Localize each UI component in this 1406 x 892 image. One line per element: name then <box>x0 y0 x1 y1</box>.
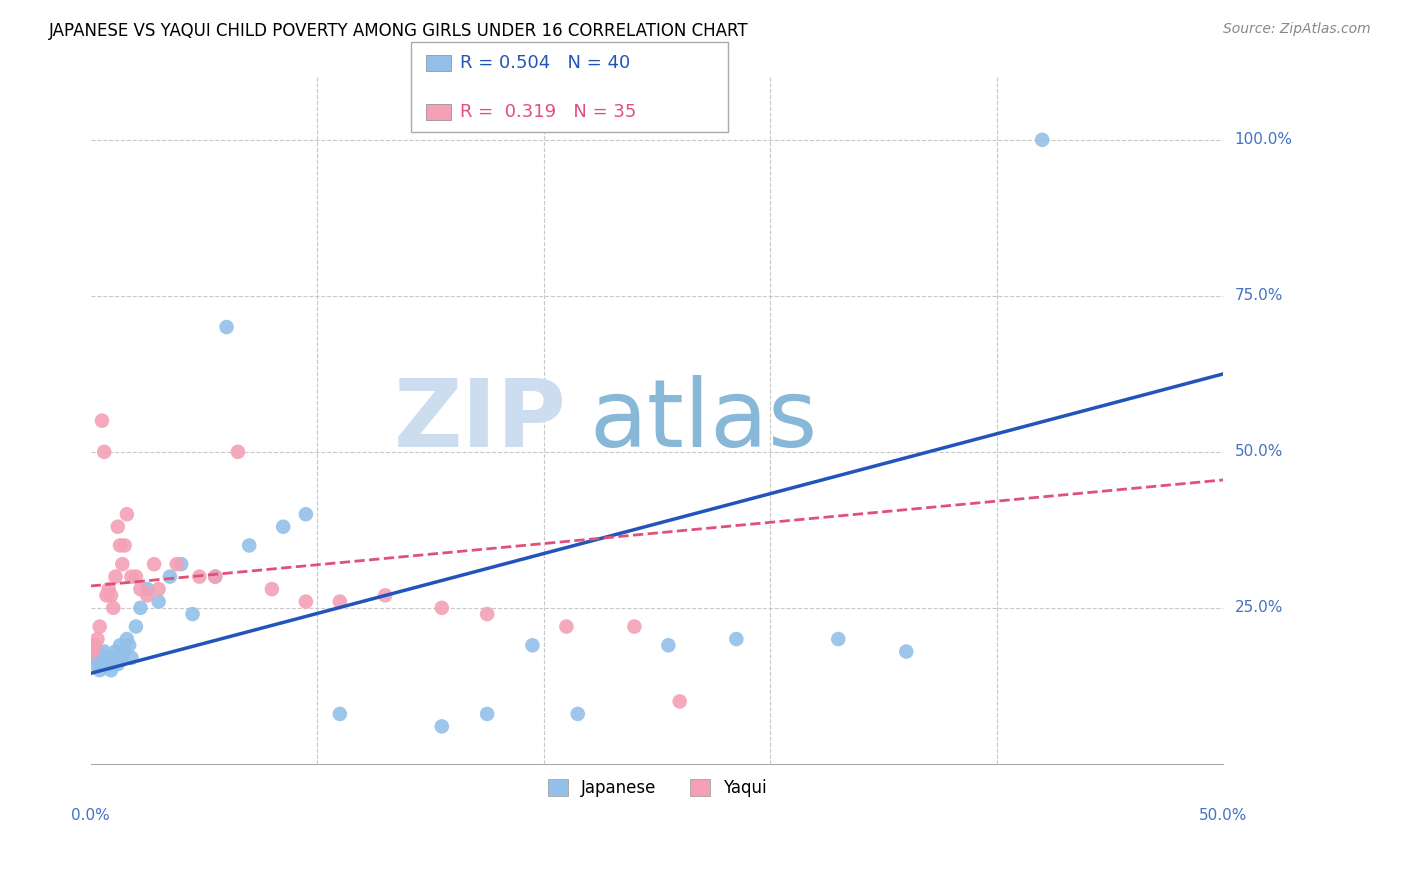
Point <box>215 320 238 334</box>
Text: R =  0.319   N = 35: R = 0.319 N = 35 <box>460 103 636 121</box>
Text: 25.0%: 25.0% <box>1234 600 1282 615</box>
Point <box>115 632 138 646</box>
Point <box>89 619 111 633</box>
Point <box>93 644 115 658</box>
Point <box>120 569 142 583</box>
Point <box>295 594 318 608</box>
Point <box>143 557 166 571</box>
Point <box>329 594 352 608</box>
Text: atlas: atlas <box>589 375 817 467</box>
Text: 0.0%: 0.0% <box>72 808 110 823</box>
Point <box>204 569 226 583</box>
Text: 50.0%: 50.0% <box>1199 808 1247 823</box>
Point <box>114 644 136 658</box>
Point <box>725 632 748 646</box>
Point <box>204 569 226 583</box>
Point <box>115 507 138 521</box>
Point <box>89 663 111 677</box>
Point <box>103 650 125 665</box>
Point <box>100 663 122 677</box>
Point <box>827 632 849 646</box>
Text: R = 0.504   N = 40: R = 0.504 N = 40 <box>460 54 630 72</box>
Point <box>108 638 131 652</box>
Point <box>114 538 136 552</box>
Point <box>260 582 283 596</box>
Legend: Japanese, Yaqui: Japanese, Yaqui <box>541 772 773 804</box>
Point <box>107 657 129 671</box>
Point <box>86 632 108 646</box>
Point <box>111 650 134 665</box>
Point <box>91 414 114 428</box>
Point <box>623 619 645 633</box>
Point <box>97 582 120 596</box>
Point <box>129 600 152 615</box>
Point <box>181 607 204 621</box>
Point <box>522 638 544 652</box>
Point <box>84 657 107 671</box>
Point <box>118 638 141 652</box>
Point <box>125 569 148 583</box>
Point <box>82 650 104 665</box>
Point <box>100 588 122 602</box>
Point <box>430 600 453 615</box>
Point <box>295 507 318 521</box>
Point <box>103 600 125 615</box>
Point <box>86 644 108 658</box>
Point <box>125 619 148 633</box>
Point <box>170 557 193 571</box>
Point <box>96 650 118 665</box>
Point <box>120 650 142 665</box>
Point <box>374 588 396 602</box>
Point <box>107 519 129 533</box>
Point <box>159 569 181 583</box>
Point <box>226 445 249 459</box>
Point <box>475 607 498 621</box>
Point <box>148 582 170 596</box>
Point <box>97 657 120 671</box>
Point <box>136 582 159 596</box>
Point <box>657 638 679 652</box>
Point <box>93 445 115 459</box>
Point <box>1031 133 1053 147</box>
Point <box>329 706 352 721</box>
Point <box>271 519 294 533</box>
Point <box>555 619 578 633</box>
Point <box>111 557 134 571</box>
Point <box>104 569 127 583</box>
Text: Source: ZipAtlas.com: Source: ZipAtlas.com <box>1223 22 1371 37</box>
Point <box>188 569 211 583</box>
Point <box>238 538 260 552</box>
Text: 75.0%: 75.0% <box>1234 288 1282 303</box>
Point <box>896 644 918 658</box>
Point <box>91 657 114 671</box>
Point <box>104 644 127 658</box>
Text: 100.0%: 100.0% <box>1234 132 1292 147</box>
Point <box>82 644 104 658</box>
Point <box>668 694 690 708</box>
Point <box>430 719 453 733</box>
Point <box>108 538 131 552</box>
Text: 50.0%: 50.0% <box>1234 444 1282 459</box>
Text: JAPANESE VS YAQUI CHILD POVERTY AMONG GIRLS UNDER 16 CORRELATION CHART: JAPANESE VS YAQUI CHILD POVERTY AMONG GI… <box>49 22 749 40</box>
Point <box>148 594 170 608</box>
Text: ZIP: ZIP <box>394 375 567 467</box>
Point <box>567 706 589 721</box>
Point <box>166 557 188 571</box>
Point <box>96 588 118 602</box>
Point <box>129 582 152 596</box>
Point <box>136 588 159 602</box>
Point <box>84 638 107 652</box>
Point <box>475 706 498 721</box>
